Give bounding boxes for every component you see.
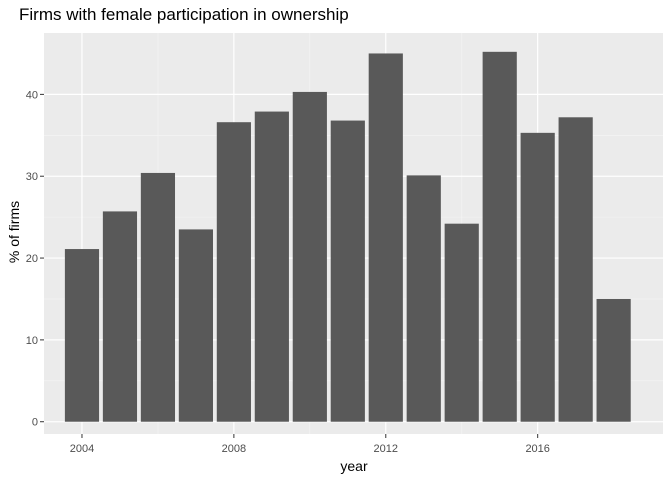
y-tick-label: 0 [32, 417, 38, 429]
y-axis-title: % of firms [6, 201, 22, 263]
y-tick-label: 10 [26, 335, 38, 347]
bar-2005 [102, 211, 138, 422]
bar-2014 [444, 223, 479, 422]
x-tick-label: 2004 [70, 443, 94, 455]
bar-2007 [178, 229, 213, 422]
y-tick-label: 40 [26, 89, 38, 101]
x-axis-title: year [340, 458, 368, 474]
bar-2011 [330, 120, 365, 422]
bar-2008 [216, 122, 251, 422]
bar-2015 [482, 51, 517, 422]
bar-2004 [64, 249, 100, 422]
y-tick-label: 20 [26, 253, 38, 265]
chart-title: Firms with female participation in owner… [19, 5, 349, 24]
bar-2012 [368, 53, 403, 422]
bar-2010 [292, 91, 327, 422]
bar-2018 [596, 298, 631, 422]
bar-2017 [558, 117, 593, 422]
bar-2006 [140, 172, 176, 422]
x-tick-label: 2016 [525, 443, 549, 455]
y-tick-label: 30 [26, 171, 38, 183]
bar-2013 [406, 175, 441, 422]
x-tick-label: 2012 [374, 443, 398, 455]
x-tick-label: 2008 [222, 443, 246, 455]
bar-2016 [520, 132, 555, 422]
bar-2009 [254, 111, 289, 422]
